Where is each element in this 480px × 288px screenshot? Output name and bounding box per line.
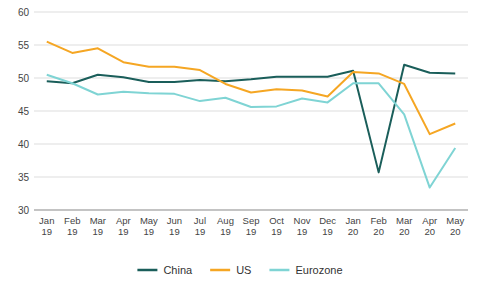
x-tick-label-line: Jun (167, 215, 182, 226)
y-tick-label: 50 (18, 73, 30, 84)
legend-item: China (137, 264, 193, 276)
grid (34, 12, 468, 210)
lines (47, 42, 455, 188)
x-tick-label: Jan20 (345, 215, 360, 237)
x-tick-label-line: Mar (396, 215, 412, 226)
y-tick-label: 60 (18, 7, 30, 18)
x-tick-label: Jun19 (167, 215, 182, 237)
x-tick-label: Apr19 (116, 215, 131, 237)
x-tick-label-line: May (140, 215, 158, 226)
x-tick-label-line: 20 (450, 226, 461, 237)
grid-line (34, 144, 468, 145)
x-tick-label: Mar19 (90, 215, 106, 237)
x-tick-label-line: 19 (118, 226, 129, 237)
x-tick-label: Dec19 (319, 215, 336, 237)
x-tick-label: May19 (140, 215, 158, 237)
x-tick-label-line: 20 (373, 226, 384, 237)
x-tick-label-line: Oct (269, 215, 284, 226)
x-tick-label-line: 19 (297, 226, 308, 237)
x-tick-label-line: Sep (243, 215, 260, 226)
grid-line (34, 210, 468, 211)
x-tick-label-line: 20 (399, 226, 410, 237)
x-tick-label: May20 (446, 215, 464, 237)
legend-swatch (269, 269, 289, 272)
x-tick-label: Feb20 (370, 215, 386, 237)
x-tick-label: Sep19 (243, 215, 260, 237)
x-tick-label: Jul19 (194, 215, 206, 237)
x-tick-label: Apr20 (422, 215, 437, 237)
x-tick-label-line: Jan (39, 215, 54, 226)
legend-item: US (210, 264, 251, 276)
x-tick-label-line: 19 (144, 226, 155, 237)
legend: China US Eurozone (137, 264, 342, 276)
x-tick-label-line: 19 (195, 226, 206, 237)
grid-line (34, 12, 468, 13)
y-tick-label: 40 (18, 139, 30, 150)
x-tick-label-line: Nov (294, 215, 311, 226)
x-tick-label-line: 19 (246, 226, 257, 237)
legend-label: US (236, 264, 251, 276)
series-line (47, 75, 455, 188)
x-tick-label: Aug19 (217, 215, 234, 237)
legend-swatch (137, 269, 157, 272)
y-tick-label: 55 (18, 40, 30, 51)
x-tick-label: Jan19 (39, 215, 54, 237)
x-tick-label-line: Dec (319, 215, 336, 226)
y-tick-label: 45 (18, 106, 30, 117)
x-tick-label-line: Feb (370, 215, 386, 226)
legend-swatch (210, 269, 230, 272)
grid-line (34, 177, 468, 178)
x-tick-label: Nov19 (294, 215, 311, 237)
x-tick-label-line: 20 (348, 226, 359, 237)
x-tick-label-line: 19 (271, 226, 282, 237)
x-tick-label-line: 19 (41, 226, 52, 237)
x-tick-label-line: 19 (93, 226, 104, 237)
x-tick-label-line: 19 (220, 226, 231, 237)
x-tick-label-line: Apr (116, 215, 131, 226)
x-tick-label-line: Jan (345, 215, 360, 226)
chart: 30354045505560Jan19Feb19Mar19Apr19May19J… (0, 0, 480, 288)
legend-label: China (163, 264, 193, 276)
x-tick-label-line: Aug (217, 215, 234, 226)
series-line (47, 65, 455, 173)
x-tick-label-line: 20 (424, 226, 435, 237)
y-tick-label: 30 (18, 205, 30, 216)
grid-line (34, 45, 468, 46)
x-tick-label-line: 19 (322, 226, 333, 237)
x-tick-label: Feb19 (64, 215, 80, 237)
x-tick-label-line: May (446, 215, 464, 226)
legend-item: Eurozone (269, 264, 342, 276)
x-tick-label-line: Apr (422, 215, 437, 226)
x-tick-label: Mar20 (396, 215, 412, 237)
x-tick-label-line: Jul (194, 215, 206, 226)
x-tick-label: Oct19 (269, 215, 284, 237)
y-tick-label: 35 (18, 172, 30, 183)
x-axis-line (34, 210, 468, 211)
x-tick-label-line: 19 (169, 226, 180, 237)
series-line (47, 42, 455, 134)
x-tick-label-line: 19 (67, 226, 78, 237)
legend-label: Eurozone (295, 264, 342, 276)
x-tick-label-line: Mar (90, 215, 106, 226)
x-tick-label-line: Feb (64, 215, 80, 226)
